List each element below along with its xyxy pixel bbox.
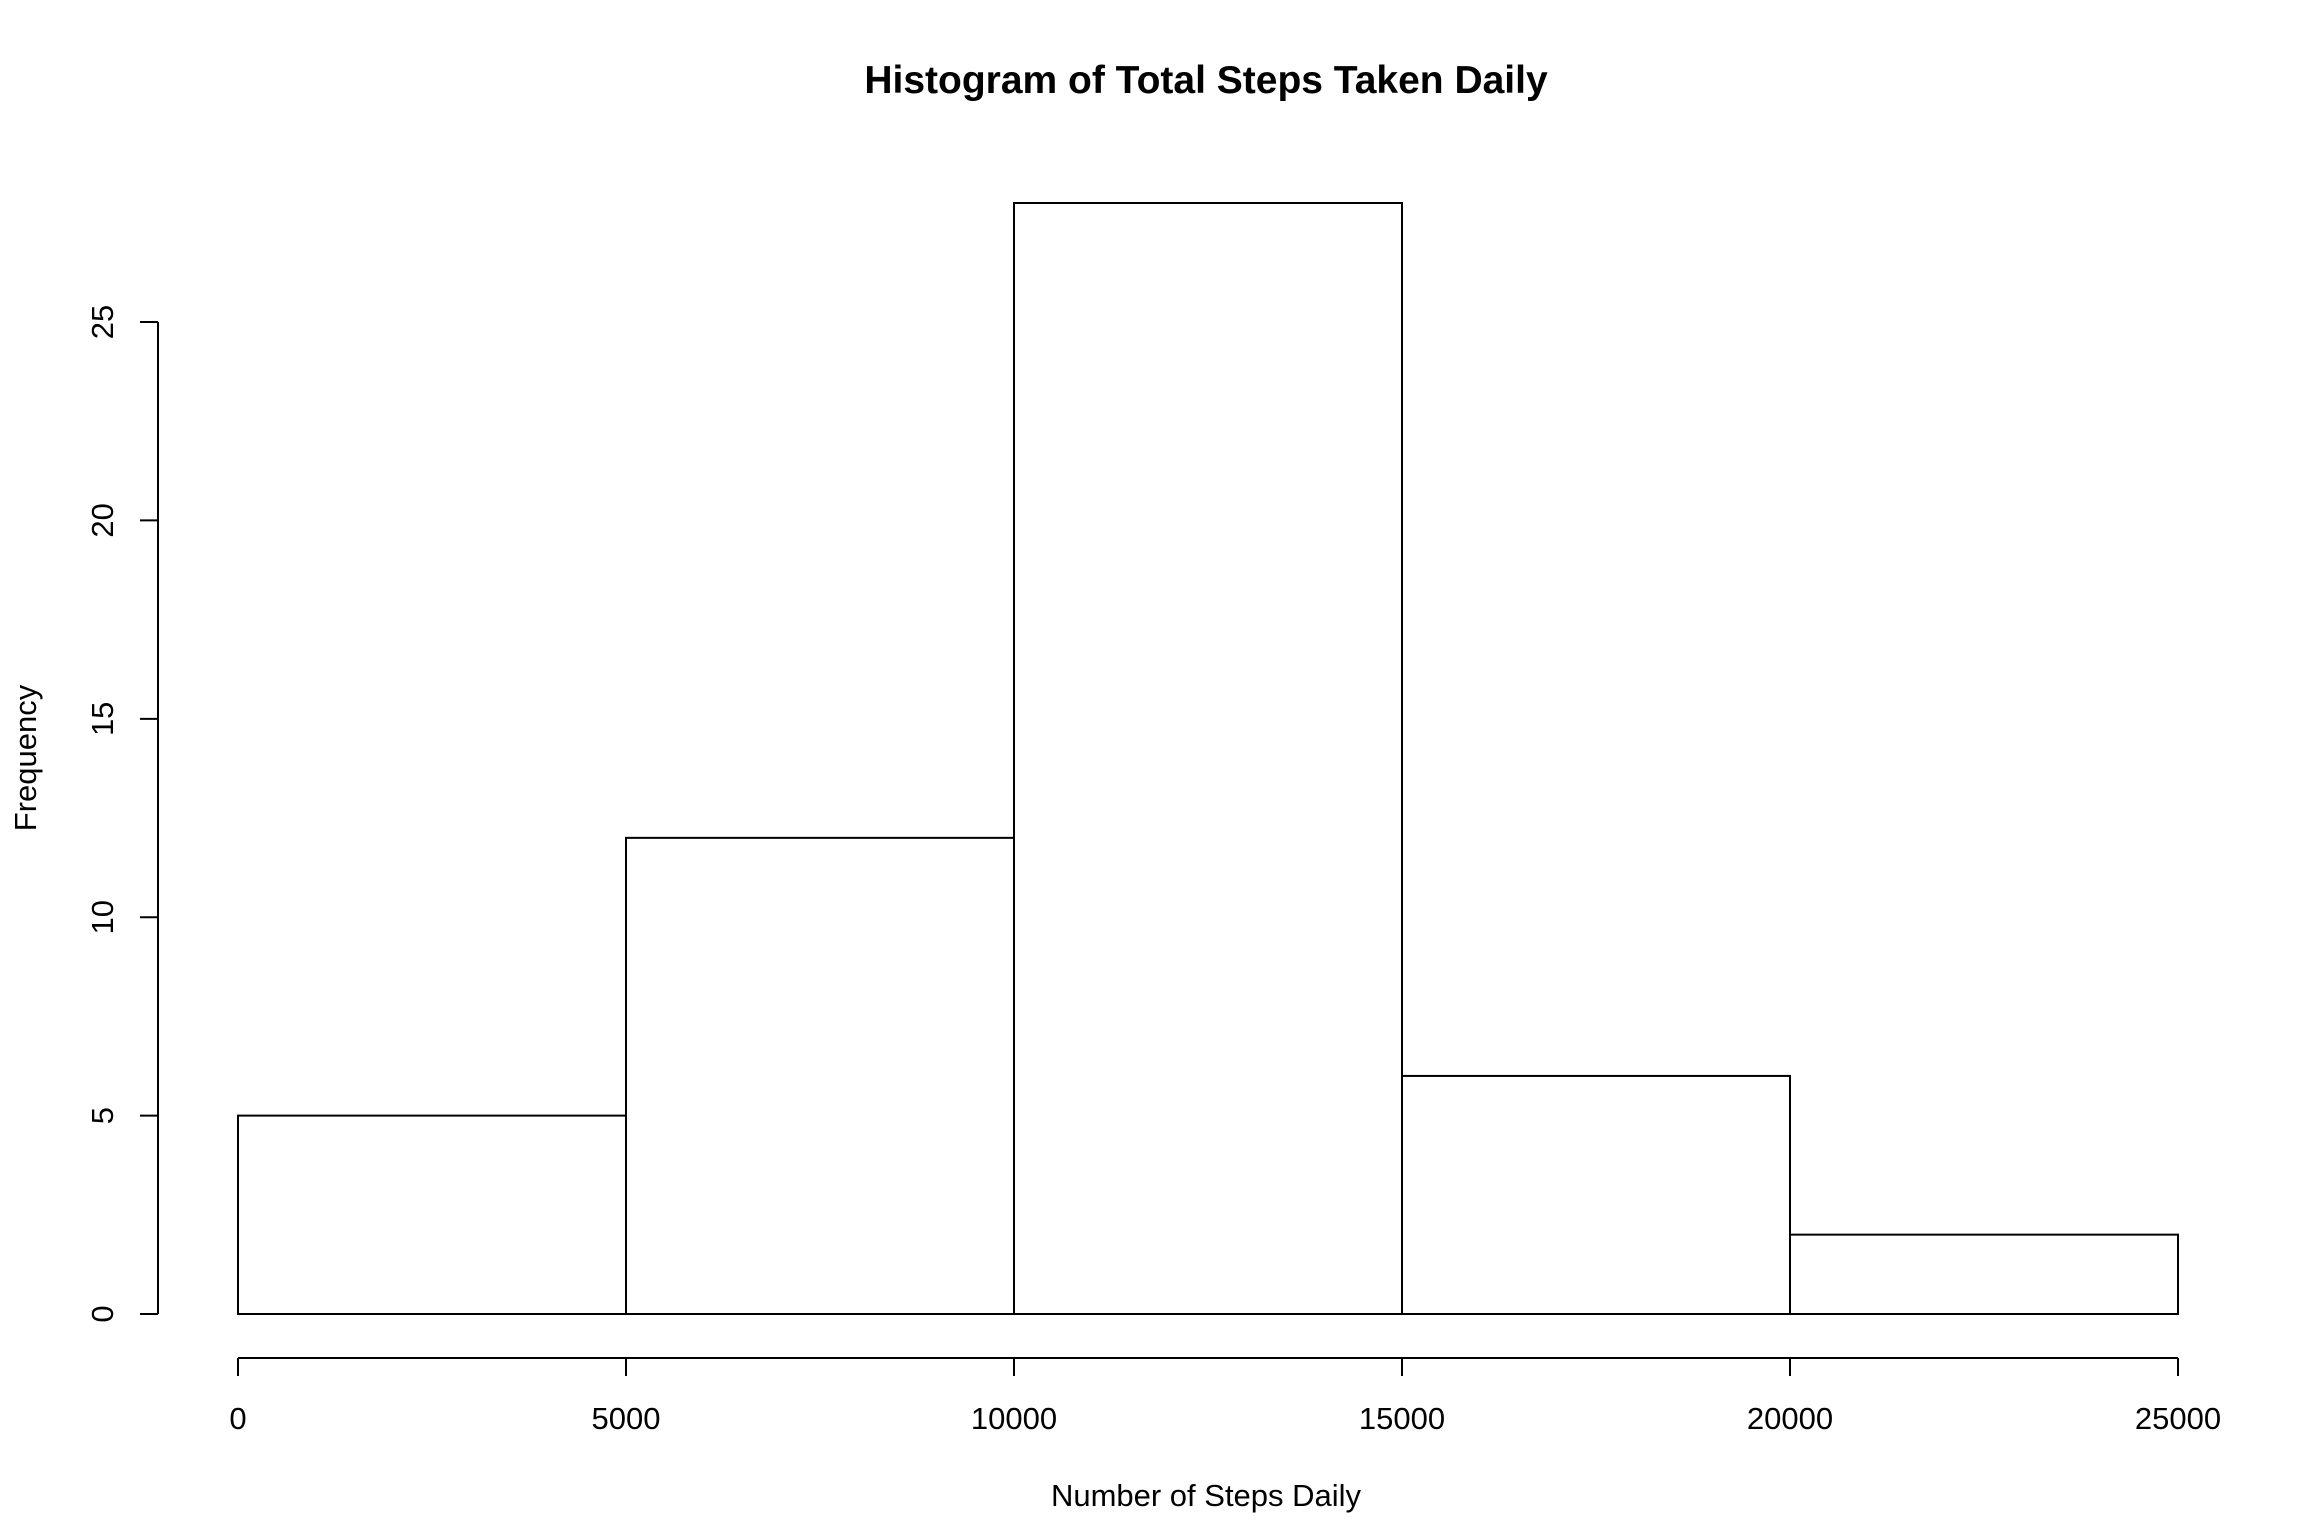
y-axis-label: Frequency (8, 684, 43, 831)
x-tick-label: 20000 (1747, 1401, 1833, 1436)
histogram-bar-0 (237, 1114, 627, 1316)
histogram-bar-4 (1789, 1233, 2179, 1315)
chart-title: Histogram of Total Steps Taken Daily (864, 59, 1548, 102)
y-tick-label: 5 (85, 1107, 120, 1124)
y-tick-label: 25 (85, 305, 120, 339)
y-tick-label: 15 (85, 702, 120, 736)
x-tick-label: 25000 (2135, 1401, 2221, 1436)
y-tick-label: 20 (85, 503, 120, 537)
x-tick-label: 15000 (1359, 1401, 1445, 1436)
x-tick-label: 10000 (971, 1401, 1057, 1436)
x-tick-label: 0 (229, 1401, 246, 1436)
y-tick-label: 10 (85, 900, 120, 934)
bars-group (237, 202, 2179, 1316)
histogram-bar-2 (1013, 202, 1403, 1315)
histogram-bar-1 (625, 836, 1015, 1315)
x-tick-label: 5000 (592, 1401, 661, 1436)
y-tick-label: 0 (85, 1305, 120, 1322)
x-axis: 0 5000 10000 15000 20000 25000 (229, 1357, 2221, 1436)
y-axis: 0 5 10 15 20 25 (85, 305, 159, 1323)
histogram-bar-3 (1401, 1074, 1791, 1316)
x-axis-label: Number of Steps Daily (1051, 1478, 1362, 1513)
